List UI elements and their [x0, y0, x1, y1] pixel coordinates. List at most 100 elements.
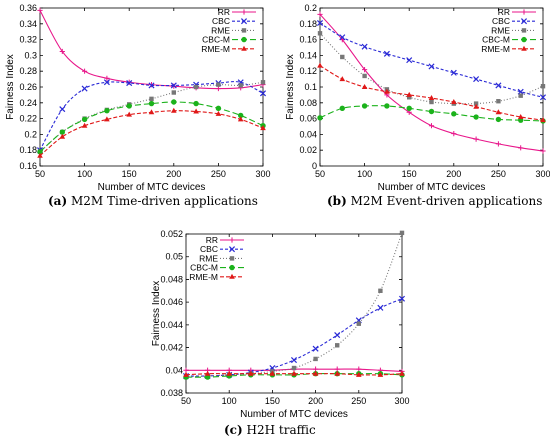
legend-label-cbc-m: CBC-M	[482, 35, 510, 45]
data-point-cbc	[539, 94, 547, 101]
y-tick-label: 0.042	[160, 343, 183, 353]
data-point-rr	[495, 141, 501, 147]
data-point-cbc-m	[204, 374, 211, 380]
data-point-cbc-m	[193, 100, 199, 107]
data-point-rme-m	[59, 133, 66, 139]
x-tick-label: 100	[357, 169, 372, 179]
data-point-cbc	[148, 82, 155, 89]
data-point-rme	[340, 54, 345, 60]
legend-label-rme: RME	[199, 253, 218, 263]
y-tick-label: 0.06	[299, 114, 317, 124]
x-tick-label: 150	[402, 169, 417, 179]
legend-label-cbc-m: CBC-M	[190, 263, 218, 273]
y-tick-label: 0.2	[304, 3, 317, 13]
data-point-rme-m	[248, 370, 254, 376]
data-point-rme-m	[269, 370, 276, 376]
data-point-cbc	[126, 80, 133, 87]
data-point-rme-m	[356, 371, 362, 377]
data-point-rme-m	[81, 122, 88, 128]
data-point-rme	[518, 93, 523, 98]
y-tick-label: 0.1	[304, 82, 317, 92]
y-tick-label: 0.22	[19, 114, 37, 124]
data-point-cbc	[334, 332, 341, 339]
data-point-rme	[291, 365, 297, 371]
data-point-rme-m	[339, 76, 346, 82]
y-tick-label: 0.044	[160, 320, 183, 330]
data-point-cbc-m	[59, 129, 65, 135]
data-point-cbc-m	[148, 100, 155, 107]
legend-marker-rme-m	[521, 45, 527, 51]
legend-marker-rme-m	[241, 45, 247, 51]
legend-label-cbc-m: CBC-M	[202, 35, 230, 45]
data-point-rme-m	[37, 152, 43, 158]
data-point-cbc	[361, 43, 368, 50]
x-tick-label: 50	[181, 396, 191, 406]
data-point-rme	[335, 343, 340, 348]
caption-a-tag: (a)	[48, 194, 68, 208]
data-point-rme	[496, 99, 501, 104]
data-point-rr	[59, 48, 65, 55]
data-point-rme-m	[517, 114, 524, 120]
data-point-cbc-m	[361, 103, 368, 109]
data-point-cbc	[450, 69, 457, 76]
data-point-rme	[171, 90, 176, 95]
data-point-rr	[540, 148, 546, 154]
data-point-rme	[378, 288, 383, 293]
data-point-rme	[216, 82, 221, 87]
data-point-rme-m	[204, 370, 211, 376]
data-point-rme-m	[237, 116, 244, 122]
data-point-cbc-m	[238, 112, 244, 119]
data-point-cbc	[517, 88, 524, 95]
legend-label-rr: RR	[206, 235, 218, 245]
data-point-rme	[540, 84, 546, 89]
data-point-rr	[356, 366, 362, 372]
x-tick-label: 50	[35, 169, 45, 179]
data-point-cbc-m	[451, 111, 457, 117]
data-point-rme	[399, 230, 405, 236]
data-point-cbc	[377, 304, 384, 311]
data-point-cbc	[495, 82, 502, 89]
y-tick-label: 0.28	[19, 66, 37, 76]
data-point-rr	[518, 145, 524, 151]
y-tick-label: 0.18	[299, 19, 317, 29]
x-tick-label: 200	[308, 396, 323, 406]
y-tick-label: 0.046	[160, 297, 183, 307]
data-point-rme-m	[399, 370, 405, 376]
data-point-rme-m	[406, 91, 412, 97]
y-tick-label: 0.3	[24, 50, 37, 60]
data-point-cbc	[406, 57, 413, 64]
legend-marker-rr	[521, 9, 527, 15]
caption-b-text: M2M Event-driven applications	[350, 194, 543, 208]
data-point-rr	[473, 136, 479, 142]
data-point-rme-m	[428, 95, 435, 101]
data-point-cbc-m	[81, 116, 88, 123]
x-tick-label: 250	[211, 169, 226, 179]
x-tick-label: 300	[394, 396, 409, 406]
legend-marker-rme	[229, 256, 235, 261]
y-tick-label: 0.36	[19, 3, 37, 13]
data-point-rr	[215, 85, 221, 92]
data-point-cbc	[290, 357, 298, 364]
legend-label-cbc: CBC	[212, 16, 230, 26]
legend-marker-rr	[241, 9, 247, 15]
data-point-cbc	[428, 63, 435, 70]
legend-label-rr: RR	[498, 7, 510, 17]
legend-label-rr: RR	[218, 7, 230, 17]
y-axis-label: Fairness Index	[5, 54, 16, 120]
data-point-rme	[149, 96, 154, 102]
y-tick-label: 0.05	[165, 252, 183, 262]
data-point-rme	[362, 73, 367, 79]
x-tick-label: 100	[77, 169, 92, 179]
data-point-rme-m	[215, 110, 222, 116]
caption-c-text: H2H traffic	[246, 423, 316, 437]
data-point-rme-m	[312, 370, 319, 376]
legend-marker-cbc	[240, 18, 248, 25]
y-axis-label: Fairness Index	[151, 281, 162, 347]
x-axis-label: Number of MTC devices	[240, 409, 348, 420]
data-point-rme-m	[291, 370, 297, 376]
y-tick-label: 0.048	[160, 274, 183, 284]
data-point-cbc-m	[317, 115, 323, 121]
data-point-rme-m	[317, 62, 323, 68]
